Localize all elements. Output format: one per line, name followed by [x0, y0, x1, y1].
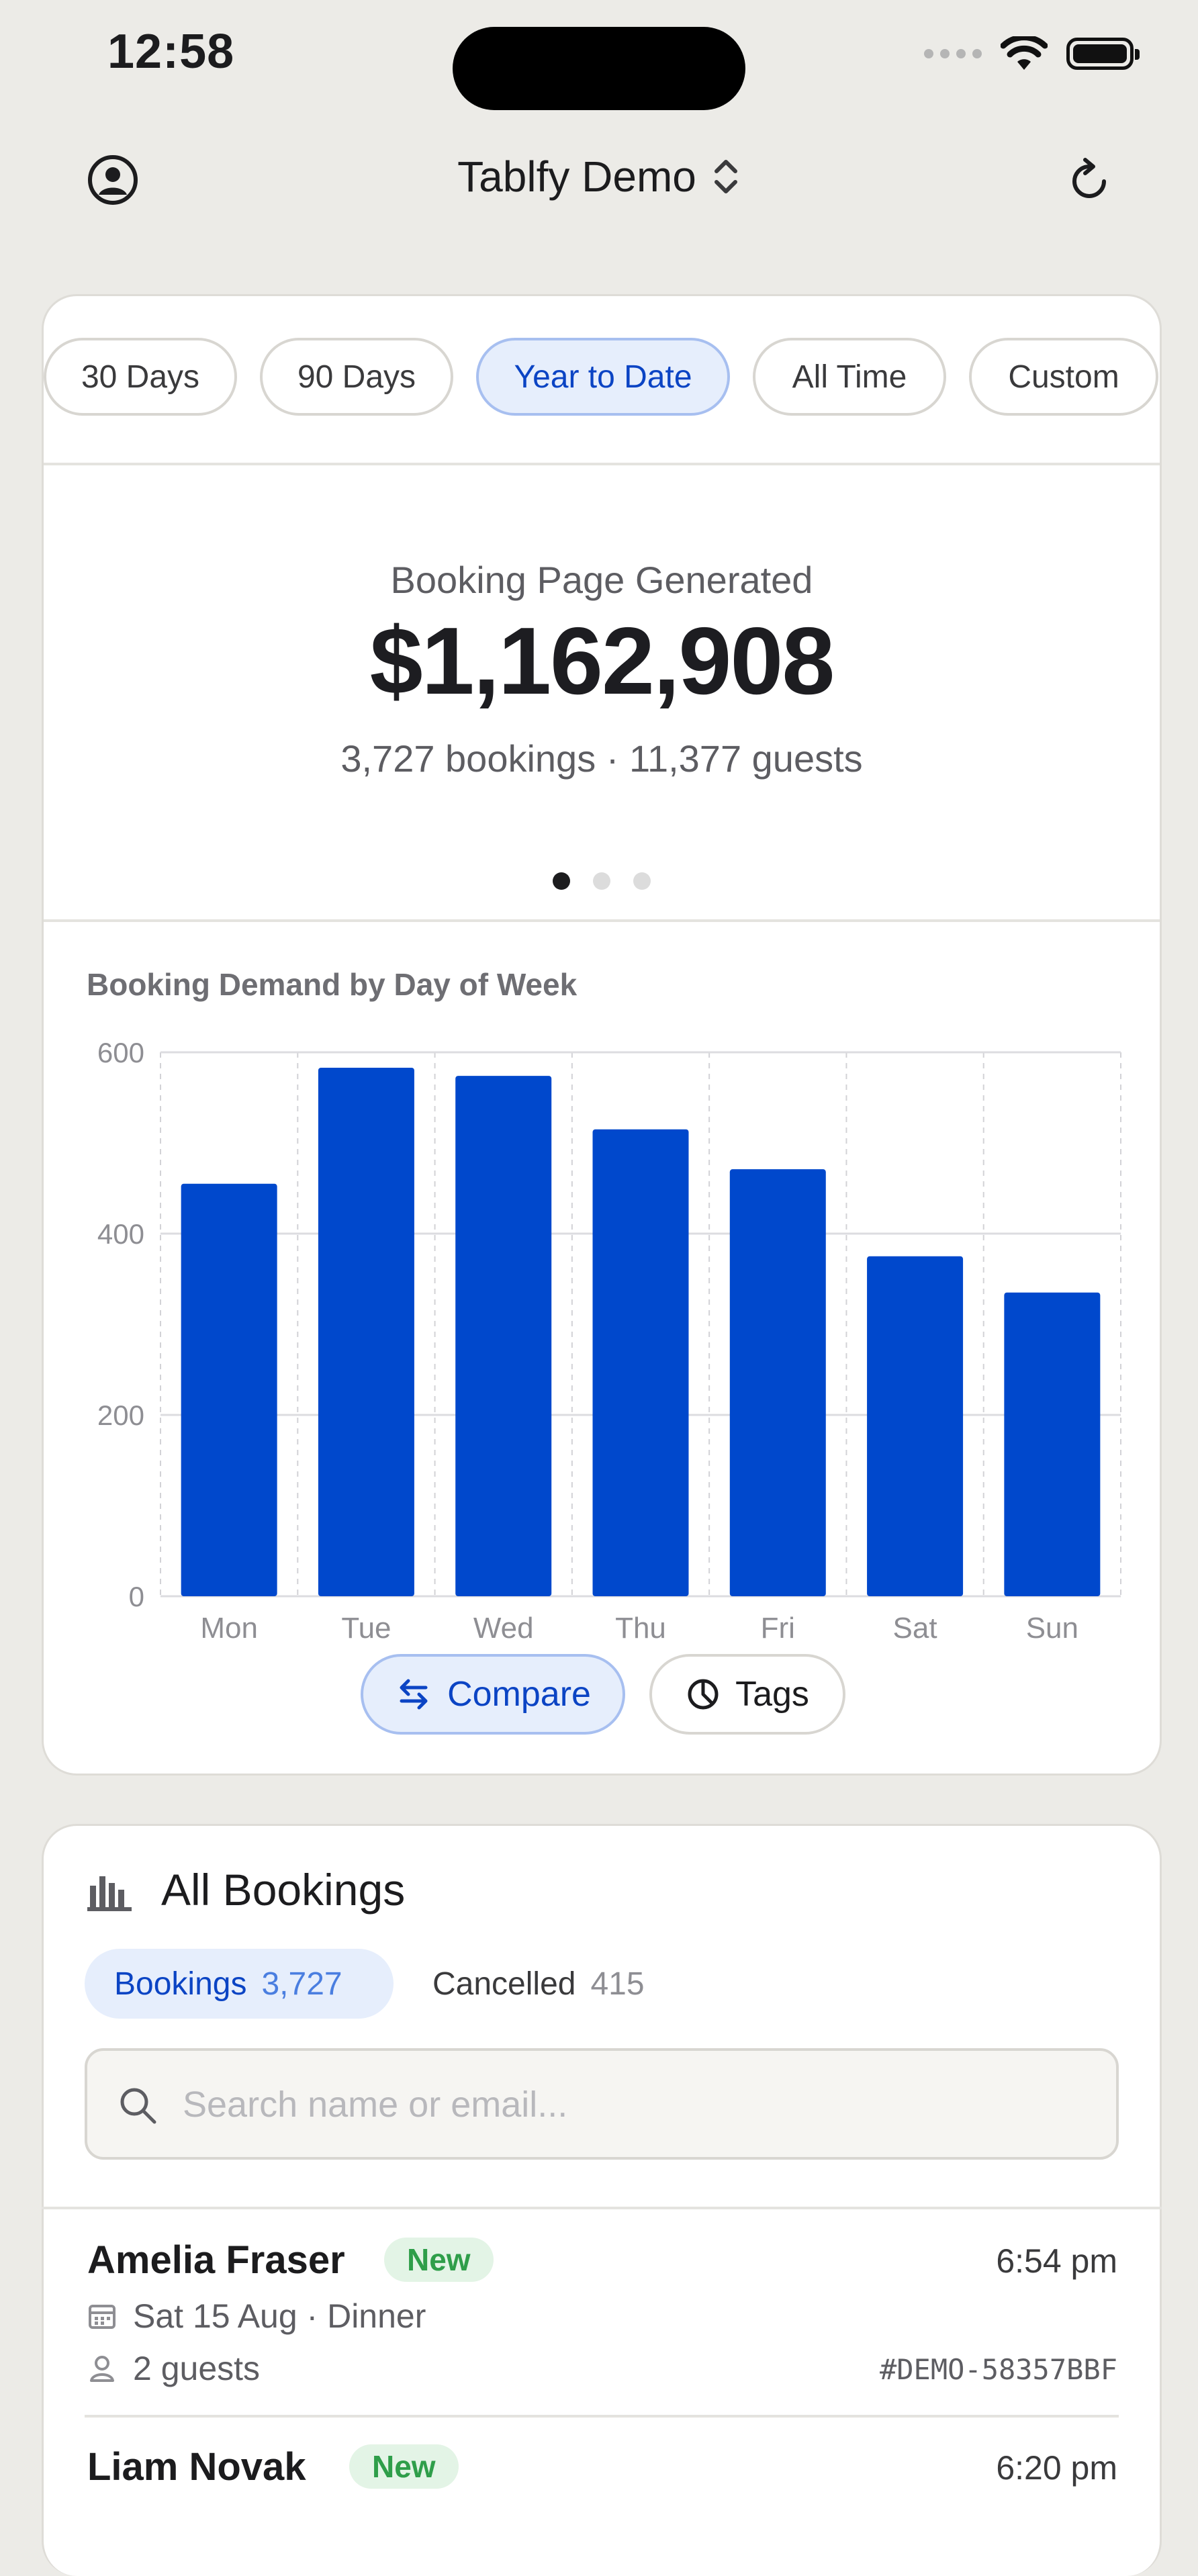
range-30-days[interactable]: 30 Days: [44, 338, 237, 416]
bar-mon: [181, 1183, 277, 1596]
chevron-up-down-icon: [714, 160, 737, 193]
tab-label: Cancelled: [432, 1966, 576, 2002]
x-tick-label: Mon: [200, 1612, 258, 1645]
x-tick-label: Wed: [473, 1612, 534, 1645]
booking-time: 6:54 pm: [996, 2242, 1117, 2280]
bar-tue: [318, 1067, 414, 1596]
battery-icon: [1066, 38, 1140, 70]
pie-chart-icon: [688, 1679, 719, 1710]
compare-label: Compare: [447, 1675, 591, 1714]
range-custom[interactable]: Custom: [969, 338, 1158, 416]
compare-button[interactable]: Compare: [361, 1654, 625, 1735]
signal-icon: [924, 49, 982, 58]
range-label: All Time: [792, 359, 907, 395]
bar-chart: 0 200 400 600 Mon Tue Wed Thu Fri Sat Sun: [97, 1037, 1121, 1645]
booking-date: Sat 15 Aug · Dinner: [133, 2297, 426, 2335]
range-label: 90 Days: [297, 359, 416, 395]
status-icons: [924, 35, 1140, 73]
guest-name: Amelia Fraser: [87, 2238, 345, 2282]
tab-label: Bookings: [114, 1966, 247, 2002]
y-tick-label: 600: [97, 1037, 144, 1068]
profile-icon: [88, 155, 138, 205]
person-icon: [90, 2356, 114, 2382]
divider: [44, 919, 1160, 922]
calendar-icon: [89, 2305, 116, 2329]
range-year-to-date[interactable]: Year to Date: [476, 338, 730, 416]
tab-bookings[interactable]: Bookings 3,727: [85, 1949, 394, 2019]
y-tick-label: 200: [97, 1399, 144, 1431]
status-badge: New: [349, 2444, 459, 2489]
bar-sat: [867, 1256, 964, 1596]
y-tick-label: 400: [97, 1218, 144, 1250]
kpi-subtitle: 3,727 bookings · 11,377 guests: [340, 737, 863, 780]
x-tick-label: Sat: [893, 1612, 937, 1645]
x-tick-label: Tue: [341, 1612, 391, 1645]
tab-cancelled[interactable]: Cancelled 415: [403, 1949, 685, 2019]
bar-fri: [729, 1169, 826, 1596]
range-label: Custom: [1008, 359, 1119, 395]
chart-title: Booking Demand by Day of Week: [87, 967, 578, 1002]
booking-time: 6:20 pm: [996, 2449, 1117, 2487]
tab-count: 3,727: [261, 1966, 342, 2002]
swap-arrows-icon: [400, 1679, 428, 1710]
page-dot: [593, 872, 610, 890]
app-title: Tablfy Demo: [457, 152, 696, 201]
refresh-icon: [1072, 158, 1106, 198]
kpi-label: Booking Page Generated: [390, 559, 813, 601]
status-time: 12:58: [107, 25, 235, 79]
bar-chart-icon: [87, 1876, 132, 1911]
x-tick-label: Fri: [761, 1612, 795, 1645]
guest-count: 2 guests: [133, 2350, 261, 2387]
kpi-value: $1,162,908: [369, 608, 835, 715]
range-all-time[interactable]: All Time: [753, 338, 946, 416]
y-tick-label: 0: [129, 1581, 144, 1612]
booking-guests-row: 2 guests: [87, 2349, 260, 2388]
page-dot: [553, 872, 570, 890]
range-label: 30 Days: [81, 359, 200, 395]
search-box: [85, 2048, 1119, 2160]
bar-thu: [592, 1129, 689, 1596]
tags-button[interactable]: Tags: [649, 1654, 845, 1735]
range-label: Year to Date: [514, 359, 692, 395]
x-tick-label: Thu: [615, 1612, 666, 1645]
divider: [85, 2415, 1119, 2418]
x-tick-label: Sun: [1026, 1612, 1078, 1645]
bar-sun: [1004, 1292, 1101, 1596]
bookings-title: All Bookings: [161, 1865, 406, 1915]
analytics-card: 30 Days 90 Days Year to Date All Time Cu…: [42, 294, 1162, 1776]
dynamic-island: [453, 27, 745, 110]
bar-wed: [455, 1076, 552, 1596]
wifi-icon: [1001, 36, 1048, 70]
range-90-days[interactable]: 90 Days: [260, 338, 453, 416]
refresh-button[interactable]: [1056, 148, 1123, 215]
booking-reference: #DEMO-58357BBF: [879, 2353, 1117, 2386]
guest-name: Liam Novak: [87, 2445, 306, 2489]
tab-count: 415: [590, 1966, 645, 2002]
divider: [42, 2207, 1162, 2209]
profile-button[interactable]: [79, 146, 146, 214]
search-input[interactable]: [181, 2051, 1097, 2158]
status-badge: New: [384, 2238, 494, 2282]
date-range-selector: 30 Days 90 Days Year to Date All Time Cu…: [44, 296, 1160, 464]
tags-label: Tags: [735, 1675, 809, 1714]
search-icon: [120, 2088, 156, 2124]
venue-switcher[interactable]: Tablfy Demo: [0, 152, 1198, 201]
kpi-page-indicator[interactable]: [44, 872, 1160, 890]
booking-date-row: Sat 15 Aug · Dinner: [87, 2297, 426, 2336]
page-dot: [633, 872, 651, 890]
divider: [44, 463, 1160, 465]
